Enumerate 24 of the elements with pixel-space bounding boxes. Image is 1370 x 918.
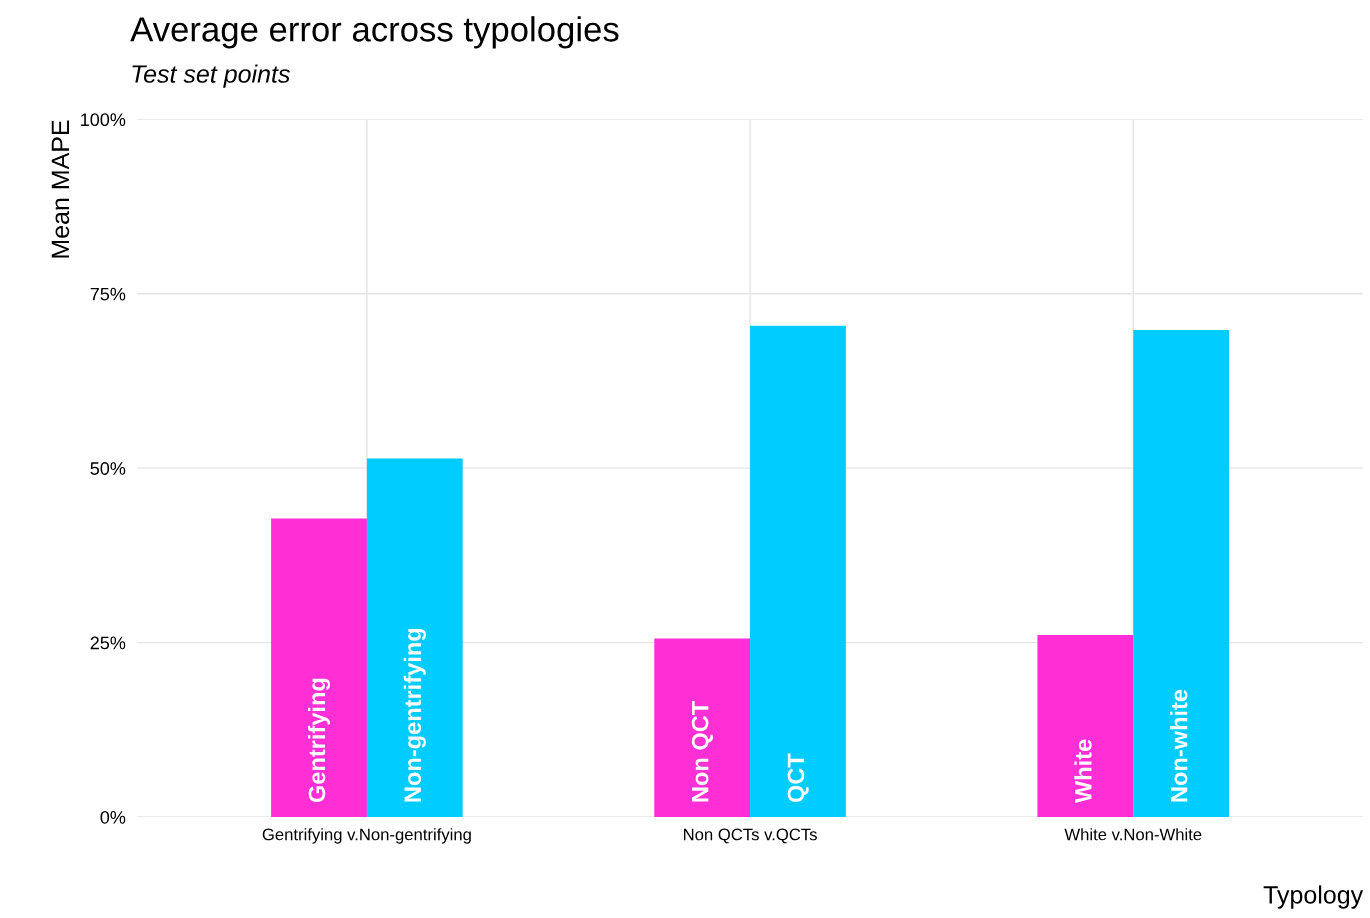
x-tick-label: Gentrifying v.Non-gentrifying <box>262 828 471 844</box>
x-axis-title: Typology <box>1263 885 1364 909</box>
chart-subtitle: Test set points <box>132 64 290 88</box>
bar <box>1037 634 1134 818</box>
x-tick-label: Non QCTs v.QCTs <box>684 828 817 844</box>
y-tick-label: 0% <box>100 810 126 824</box>
bar <box>654 638 751 818</box>
data-label: Non-gentrifying <box>403 628 426 802</box>
bar <box>366 458 463 818</box>
x-tick-label: White v.Non-White <box>1064 828 1202 841</box>
bar <box>271 518 367 818</box>
y-tick-label: 50% <box>90 462 126 475</box>
data-label: White <box>1074 739 1092 804</box>
data-label: QCT <box>787 753 809 803</box>
bar <box>1133 330 1230 818</box>
bar <box>750 325 846 818</box>
chart-title: Average error across typologies <box>130 16 619 49</box>
data-label: Gentrifying <box>307 678 331 803</box>
data-label: Non-white <box>1170 689 1188 802</box>
y-axis-title: Mean MAPE <box>51 120 70 258</box>
y-tick-label: 75% <box>90 287 126 301</box>
data-label: Non QCT <box>691 701 713 802</box>
y-tick-label: 100% <box>81 113 126 127</box>
y-tick-label: 25% <box>90 636 126 650</box>
